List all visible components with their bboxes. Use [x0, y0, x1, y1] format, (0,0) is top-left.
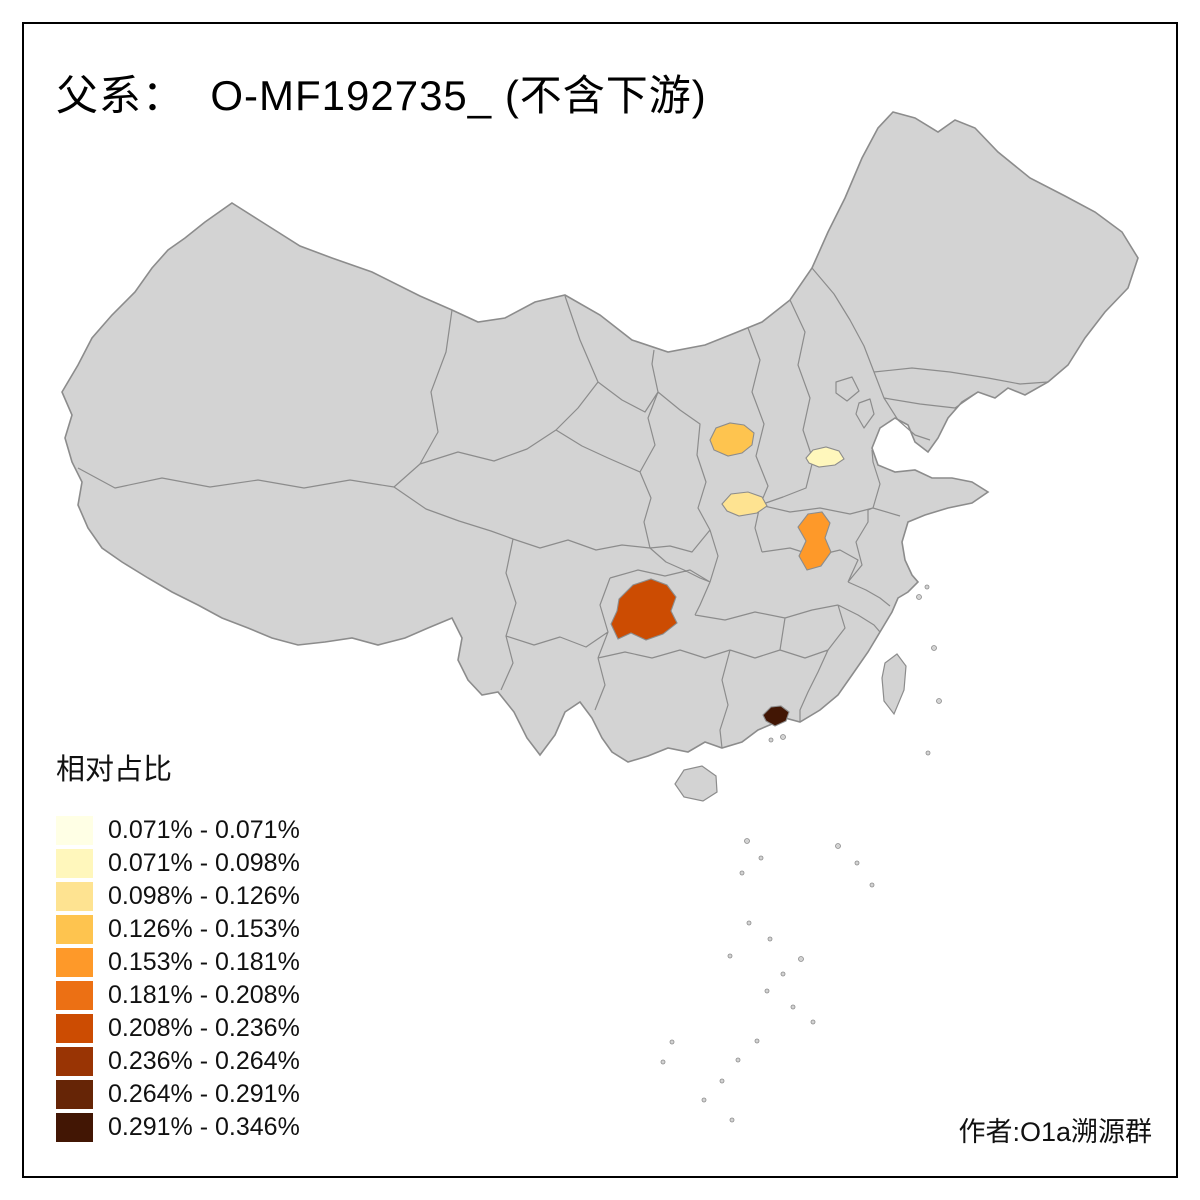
legend-label: 0.236% - 0.264%: [108, 1047, 300, 1075]
legend-swatch: [56, 816, 93, 845]
legend-swatch: [56, 882, 93, 911]
legend-swatch: [56, 915, 93, 944]
legend-swatch: [56, 849, 93, 878]
legend-swatch: [56, 1014, 93, 1043]
legend-item: 0.264% - 0.291%: [56, 1078, 300, 1111]
legend-swatch: [56, 1113, 93, 1142]
legend-item: 0.291% - 0.346%: [56, 1111, 300, 1144]
legend-swatch: [56, 1080, 93, 1109]
mainland-outline: [61, 111, 1139, 763]
legend-swatch: [56, 1047, 93, 1076]
highlight-region-5: [610, 578, 678, 641]
legend-item: 0.126% - 0.153%: [56, 913, 300, 946]
legend-label: 0.264% - 0.291%: [108, 1080, 300, 1108]
legend-item: 0.181% - 0.208%: [56, 979, 300, 1012]
page-title: 父系： O-MF192735_ (不含下游): [56, 72, 707, 119]
legend: 相对占比 0.071% - 0.071% 0.071% - 0.098% 0.0…: [56, 746, 300, 1144]
highlight-region-4: [797, 511, 832, 571]
highlight-region-3: [721, 491, 768, 517]
legend-label: 0.208% - 0.236%: [108, 1014, 300, 1042]
legend-label: 0.098% - 0.126%: [108, 882, 300, 910]
legend-swatch: [56, 948, 93, 977]
legend-item: 0.153% - 0.181%: [56, 946, 300, 979]
highlight-region-2: [805, 446, 845, 468]
legend-swatch: [56, 981, 93, 1010]
legend-label: 0.071% - 0.098%: [108, 849, 300, 877]
islands: [674, 653, 907, 802]
legend-label: 0.071% - 0.071%: [108, 816, 300, 844]
legend-item: 0.071% - 0.071%: [56, 814, 300, 847]
legend-label: 0.291% - 0.346%: [108, 1113, 300, 1141]
province-borders: [77, 267, 1049, 749]
legend-title: 相对占比: [56, 754, 173, 786]
legend-item: 0.098% - 0.126%: [56, 880, 300, 913]
legend-label: 0.181% - 0.208%: [108, 981, 300, 1009]
legend-label: 0.126% - 0.153%: [108, 915, 300, 943]
highlight-region-6: [762, 705, 790, 727]
legend-item: 0.208% - 0.236%: [56, 1012, 300, 1045]
small-islands: [660, 584, 942, 1123]
author-credit: 作者:O1a溯源群: [958, 1117, 1152, 1147]
legend-label: 0.153% - 0.181%: [108, 948, 300, 976]
legend-item: 0.236% - 0.264%: [56, 1045, 300, 1078]
taiwan-island: [881, 653, 907, 716]
hainan-island: [674, 765, 718, 802]
legend-item: 0.071% - 0.098%: [56, 847, 300, 880]
highlight-region-1: [709, 422, 755, 457]
